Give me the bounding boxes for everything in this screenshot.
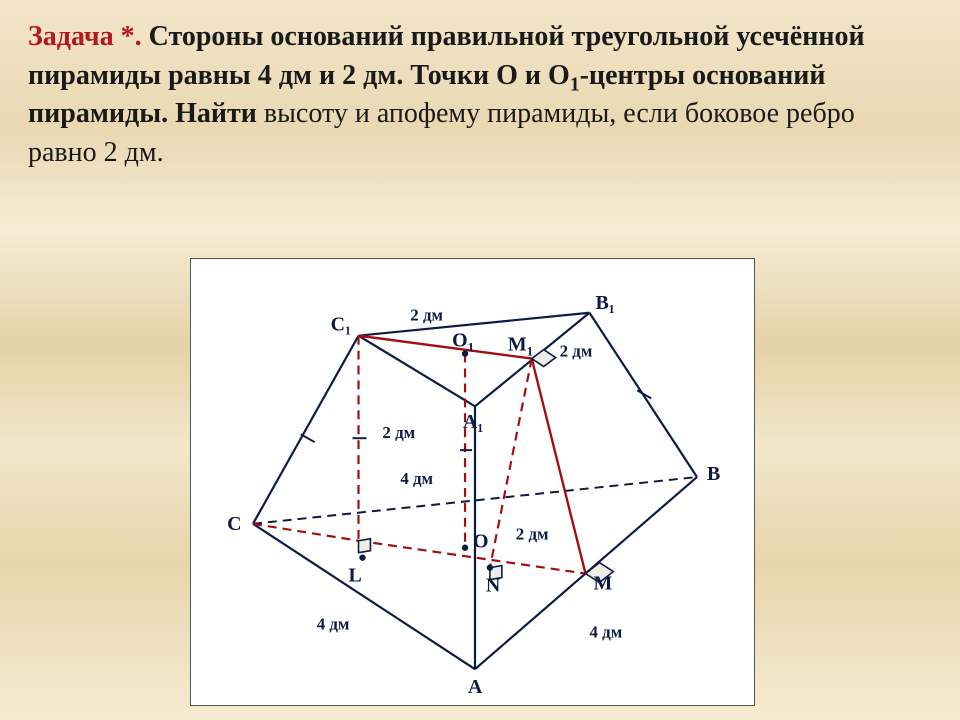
seg-LM xyxy=(359,541,586,574)
problem-text: Задача *. Стороны оснований правильной т… xyxy=(28,18,920,173)
dim-base-CB-4: 4 дм xyxy=(400,469,433,488)
dim-CA-4: 4 дм xyxy=(317,614,350,633)
label-C1: C₁ xyxy=(331,314,351,336)
point-O xyxy=(462,545,468,551)
label-A1: A₁ xyxy=(463,411,483,433)
dim-M1B1: 2 дм xyxy=(560,342,593,361)
point-N xyxy=(487,564,493,570)
label-M1: M1 xyxy=(508,334,533,359)
label-O1: O1 xyxy=(452,330,474,355)
dim-top-C1B1: 2 дм xyxy=(410,306,443,325)
pyramid-svg: A B C A₁ B₁ C₁ O O1 M M1 N L 2 дм 2 дм 2… xyxy=(191,259,754,705)
label-M: M xyxy=(593,573,612,595)
label-C: C xyxy=(227,513,241,535)
point-L xyxy=(359,554,365,560)
right-angle-M1 xyxy=(532,350,556,367)
label-B: B xyxy=(707,463,720,485)
edge-C1B1 xyxy=(359,313,590,336)
dim-edge-2: 2 дм xyxy=(382,423,415,442)
label-A: A xyxy=(468,676,483,698)
diagram: A B C A₁ B₁ C₁ O O1 M M1 N L 2 дм 2 дм 2… xyxy=(190,258,755,706)
edge-CC1 xyxy=(253,336,359,524)
seg-C1M1 xyxy=(359,336,532,359)
right-angle-L xyxy=(359,539,371,553)
label-B1: B₁ xyxy=(595,292,614,314)
tick-CC1 xyxy=(301,434,315,442)
label-N: N xyxy=(486,575,501,597)
dim-AB-4: 4 дм xyxy=(589,622,622,641)
label-O: O xyxy=(473,531,488,553)
dim-OM-2: 2 дм xyxy=(516,525,549,544)
seg-CL xyxy=(253,524,359,541)
problem-title: Задача *. xyxy=(28,21,149,52)
label-L: L xyxy=(349,565,362,587)
